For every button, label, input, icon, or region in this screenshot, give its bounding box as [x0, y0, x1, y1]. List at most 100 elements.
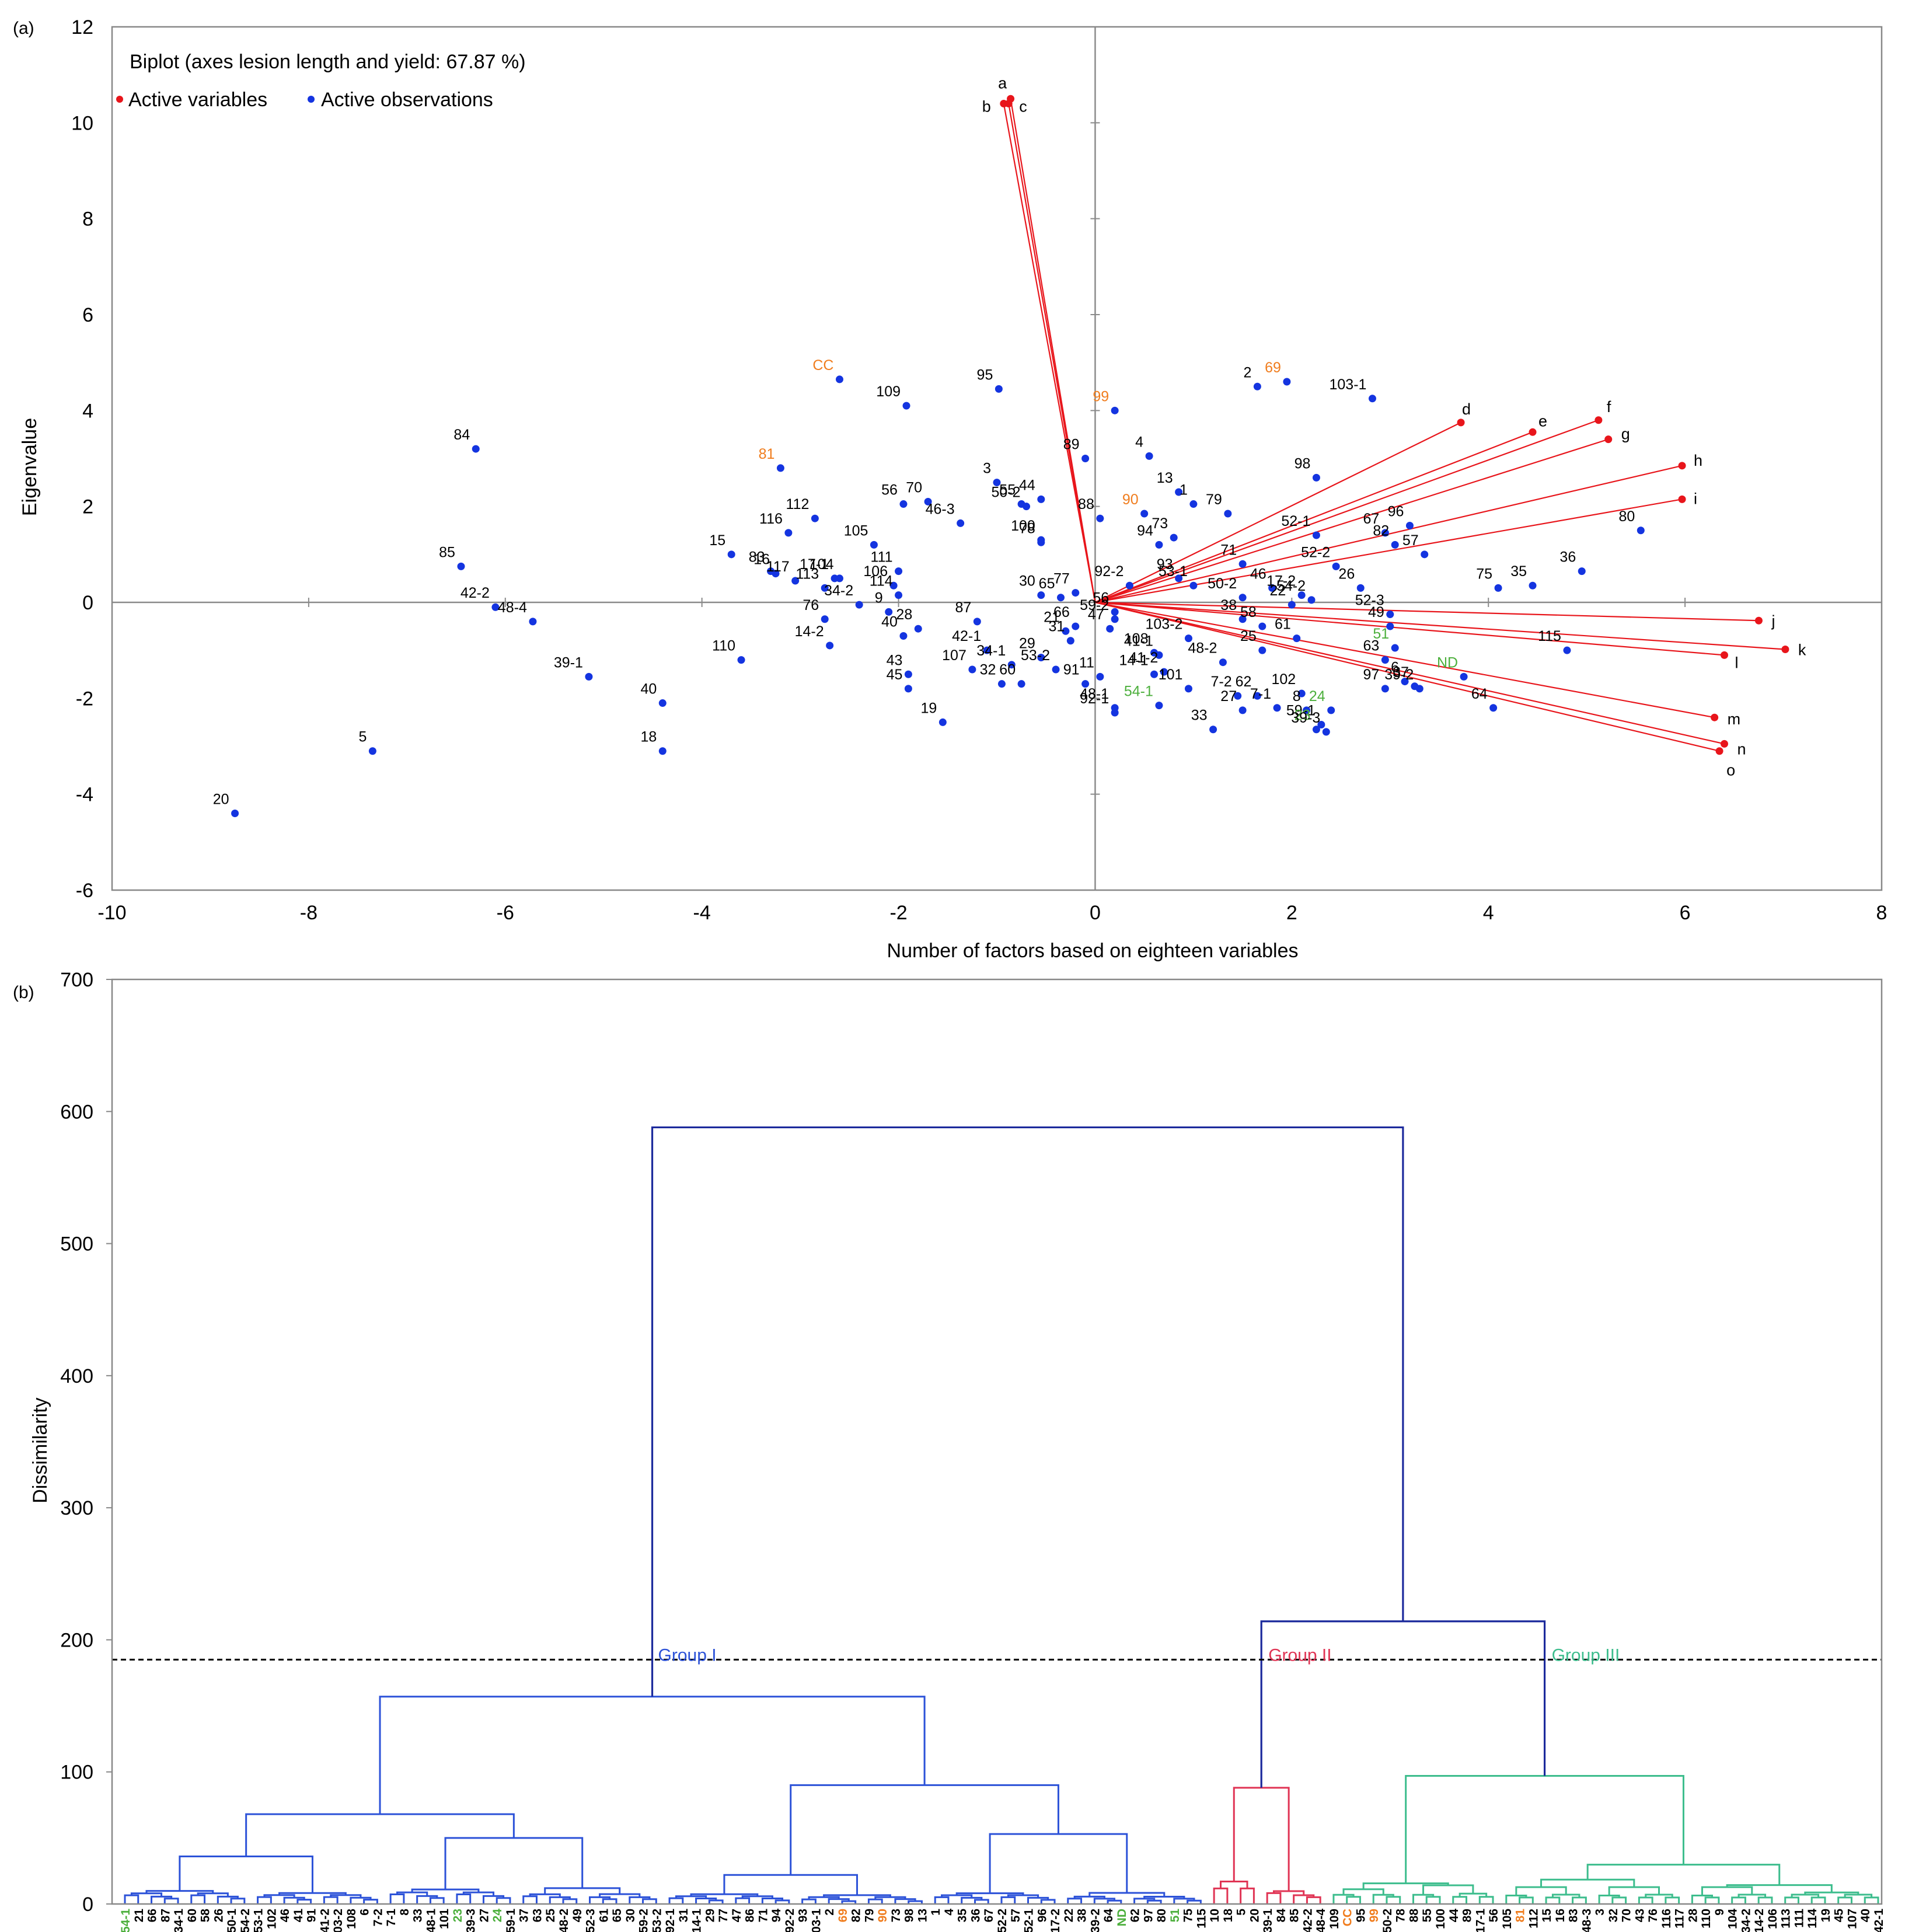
leaf-label: 51 — [1168, 1909, 1182, 1923]
observation-point — [1184, 685, 1192, 693]
leaf-label: 80 — [1155, 1909, 1168, 1922]
dendrogram-link — [1173, 1898, 1195, 1904]
observation-label: 111 — [871, 549, 893, 566]
y-tick-label: 12 — [71, 16, 93, 39]
dendrogram-link — [245, 1813, 515, 1857]
observation-label: 24 — [1309, 688, 1325, 705]
observation-label: 39-1 — [554, 654, 583, 671]
observation-label: 116 — [759, 511, 783, 527]
leaf-label: 56 — [1487, 1909, 1501, 1922]
leaf-label: 109 — [1328, 1909, 1341, 1929]
dendrogram-link — [1598, 1894, 1620, 1904]
leaf-label: 103-1 — [810, 1909, 823, 1932]
observation-label: 51 — [1373, 626, 1389, 642]
observation-point — [1238, 594, 1247, 602]
observation-point — [1312, 531, 1320, 539]
observation-label: 13 — [1157, 470, 1173, 486]
leaf-label: 55 — [1421, 1909, 1434, 1923]
variable-label-i: i — [1694, 490, 1697, 507]
observation-point — [1322, 728, 1330, 736]
observation-point — [1288, 601, 1296, 609]
leaf-label: 90 — [876, 1909, 889, 1922]
observation-point — [983, 646, 991, 654]
observation-point — [1160, 668, 1168, 676]
dendrogram-link — [589, 1896, 611, 1904]
leaf-label: 89 — [1461, 1909, 1474, 1922]
observation-point — [821, 584, 829, 592]
observation-label: CC — [812, 357, 833, 374]
dendrogram-link — [482, 1895, 505, 1904]
observation-point — [1111, 406, 1119, 414]
observation-label: 97 — [1363, 667, 1380, 683]
x-tick-label: 6 — [1680, 902, 1691, 924]
observation-label: 113 — [795, 566, 819, 582]
observation-label: 59-1 — [1286, 703, 1316, 719]
observation-point — [1037, 495, 1045, 503]
leaf-label: CC — [1341, 1909, 1355, 1926]
variable-point-h — [1678, 462, 1686, 470]
observation-label: 54-1 — [1124, 683, 1153, 700]
leaf-label: 1 — [929, 1909, 943, 1916]
leaf-label: 71 — [756, 1909, 770, 1923]
dendrogram-link — [1342, 1888, 1384, 1895]
observation-point — [1460, 672, 1468, 681]
dendrogram-link — [283, 1896, 305, 1904]
leaf-label: 59-2 — [637, 1909, 651, 1932]
observation-point — [993, 479, 1001, 487]
dendrogram-link — [549, 1896, 571, 1904]
leaf-label: 38 — [1076, 1909, 1089, 1923]
observation-point — [1273, 704, 1281, 712]
leaf-label: 78 — [1394, 1909, 1408, 1923]
dendrogram-group-labels: Group I Group II Group III — [658, 1645, 1620, 1665]
leaf-label: 62 — [1129, 1909, 1142, 1922]
leaf-label: 81 — [1514, 1909, 1527, 1923]
observation-point — [973, 618, 981, 626]
observation-point — [1312, 726, 1320, 734]
observation-point — [1381, 656, 1389, 664]
dendrogram-link — [1260, 1620, 1546, 1788]
leaf-label: 75 — [1182, 1909, 1195, 1923]
leaf-label: 39-2 — [1088, 1909, 1102, 1932]
x-tick-label: 8 — [1876, 902, 1887, 924]
leaf-label: 48-2 — [557, 1909, 571, 1932]
observation-point — [1234, 692, 1242, 700]
observation-label: 44 — [1019, 477, 1035, 493]
observation-label: 40 — [881, 614, 898, 630]
leaf-label: 107 — [1845, 1909, 1859, 1929]
observation-point — [1578, 567, 1586, 576]
leaf-label: 52-3 — [584, 1909, 598, 1932]
dendrogram-link — [723, 1874, 859, 1895]
dendrogram-frame — [111, 978, 1883, 1905]
y-tick-label: 10 — [71, 112, 93, 134]
observation-label: 112 — [786, 496, 810, 512]
leaf-label: 53-1 — [252, 1909, 266, 1932]
observation-label: 3 — [983, 461, 991, 477]
dendrogram-y-axis-label: Dissimilarity — [29, 1397, 51, 1503]
observation-point — [1238, 560, 1247, 568]
dendrogram-link — [1372, 1893, 1394, 1904]
observation-label: 11 — [1079, 654, 1094, 671]
dendrogram-link — [690, 1893, 759, 1896]
dendrogram-link — [1293, 1894, 1315, 1904]
observation-point — [1155, 702, 1163, 710]
observation-point — [1145, 452, 1153, 460]
dendrogram-link — [1691, 1894, 1714, 1904]
leaf-label: 39-3 — [465, 1909, 478, 1932]
observation-label: 48-1 — [1080, 686, 1109, 702]
dendrogram-link — [1040, 1899, 1056, 1904]
leaf-label: 73 — [889, 1909, 903, 1922]
observation-label: 52-3 — [1355, 592, 1384, 609]
leaf-label: 106 — [1766, 1909, 1780, 1929]
leaf-label: 49 — [571, 1909, 584, 1922]
leaf-label: 7-1 — [385, 1909, 398, 1927]
observation-label: 38 — [1220, 597, 1237, 613]
dissimilarity-tick-label: 0 — [82, 1893, 93, 1916]
biplot-gridlines — [112, 27, 1882, 890]
leaf-label: 61 — [597, 1909, 610, 1923]
observation-point — [1072, 589, 1080, 597]
observation-point — [472, 445, 480, 453]
x-tick-label: 4 — [1483, 902, 1494, 924]
y-tick-label: -4 — [76, 784, 93, 806]
